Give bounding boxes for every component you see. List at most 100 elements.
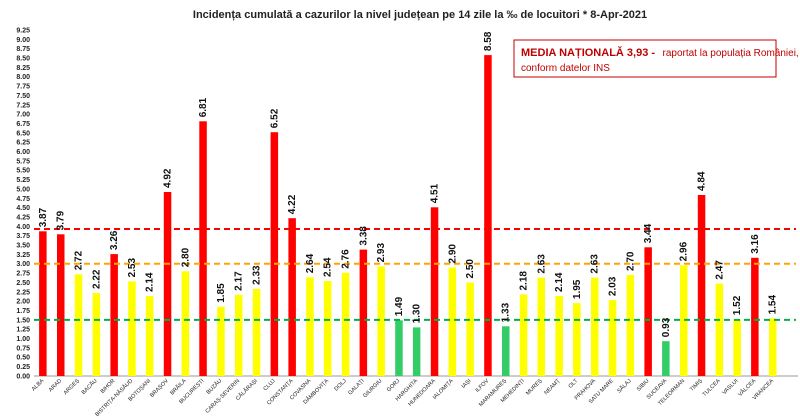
y-tick-label: 8.00 [16,74,30,81]
y-tick-label: 4.75 [16,196,30,203]
svg-text:MEDIA NAȚIONALĂ 3,93 -: MEDIA NAȚIONALĂ 3,93 - raportat la popul… [521,43,799,60]
data-label: 2.22 [91,269,102,289]
bar [181,271,190,376]
bar [306,277,314,376]
data-label: 1.95 [572,279,583,299]
y-tick-label: 2.75 [16,271,30,278]
category-label: GIURGIU [362,378,383,399]
data-label: 3.26 [109,230,120,250]
bar [163,192,172,376]
data-label: 6.81 [198,97,209,117]
y-tick-label: 9.00 [16,37,30,44]
data-label: 2.14 [554,272,565,292]
y-tick-label: 7.50 [16,93,30,100]
y-tick-label: 1.00 [16,336,30,343]
y-tick-label: 6.00 [16,149,30,156]
data-label: 3.79 [56,210,67,230]
data-label: 2.72 [74,250,85,270]
bar [608,300,617,376]
annotation-heading: MEDIA NAȚIONALĂ 3,93 - [521,46,655,59]
y-tick-label: 9.25 [16,28,30,35]
data-label: 3.44 [643,223,654,243]
chart-title: Incidența cumulată a cazurilor la nivel … [193,9,647,21]
category-label: SĂLAJ [616,377,633,394]
y-tick-label: 8.75 [16,46,30,53]
category-labels: ALBA ARAD ARGEȘ BACĂU BIHORBISTRIȚA-NĂSĂUDBO… [31,377,775,418]
bar [448,267,457,376]
bar [591,277,599,376]
data-label: 4.51 [430,183,441,203]
data-label: 2.50 [465,259,476,279]
data-label: 8.58 [483,31,494,51]
y-tick-label: 4.25 [16,215,30,222]
y-tick-label: 4.50 [16,205,30,212]
category-label: IAȘI [461,378,473,390]
data-label: 3.38 [358,226,369,246]
data-label: 2.33 [252,265,263,285]
bar [537,277,545,376]
category-label: NEAMȚ [543,378,561,396]
bar [466,282,474,376]
bar [359,249,368,376]
bar [644,247,652,376]
bar [199,121,207,376]
category-label: BRAȘOV [149,378,170,399]
category-label: MUREȘ [525,378,544,397]
y-tick-label: 5.25 [16,177,30,184]
y-tick-label: 5.50 [16,168,30,175]
bar [39,231,47,376]
bars-group [39,55,777,376]
national-average-annotation: MEDIA NAȚIONALĂ 3,93 - raportat la popul… [513,39,799,78]
data-labels: 3.87 3.79 2.72 2.22 3.26 2.53 2.14 4.92 2.80 6.81… [38,31,779,337]
bar [57,234,65,376]
data-label: 2.47 [714,260,725,280]
bar [697,195,706,376]
bar [128,281,136,376]
y-tick-label: 3.75 [16,233,30,240]
data-label: 0.93 [661,317,672,337]
bar [555,296,563,376]
y-tick-label: 1.25 [16,327,30,334]
category-label: BUZĂU [205,377,223,395]
y-tick-label: 0.25 [16,364,30,371]
annotation-text-1: raportat la populația României, [663,48,799,59]
y-tick-label: 4.00 [16,224,30,231]
y-tick-label: 3.25 [16,252,30,259]
y-tick-label: 5.00 [16,186,30,193]
bar [626,275,635,376]
y-tick-label: 0.75 [16,345,30,352]
y-tick-label: 1.50 [16,317,30,324]
y-tick-label: 6.75 [16,121,30,128]
y-tick-label: 5.75 [16,158,30,165]
bar [733,319,741,376]
bar [662,341,670,376]
y-tick-label: 2.00 [16,299,30,306]
y-tick-label: 6.50 [16,130,30,137]
bar [110,254,118,376]
bar [323,281,332,376]
bar [74,274,83,376]
y-tick-label: 7.75 [16,84,30,91]
bar [217,306,225,376]
bar [145,296,154,376]
y-tick-label: 8.50 [16,56,30,63]
data-label: 4.84 [697,171,708,191]
data-label: 2.17 [234,271,245,291]
y-tick-label: 7.00 [16,112,30,119]
bar [92,293,101,376]
bar [519,294,528,376]
bar [252,288,261,376]
data-label: 3.87 [38,207,49,227]
bar [484,55,492,376]
y-tick-label: 2.50 [16,280,30,287]
category-label: ARGEȘ [63,378,81,396]
data-label: 2.03 [608,276,619,296]
bar [430,207,439,376]
data-label: 2.96 [679,241,690,261]
bar [769,318,777,376]
category-label: BIHOR [100,378,117,395]
y-tick-label: 2.25 [16,289,30,296]
data-label: 2.54 [323,257,334,277]
bar [412,327,421,376]
data-label: 2.80 [180,247,191,267]
